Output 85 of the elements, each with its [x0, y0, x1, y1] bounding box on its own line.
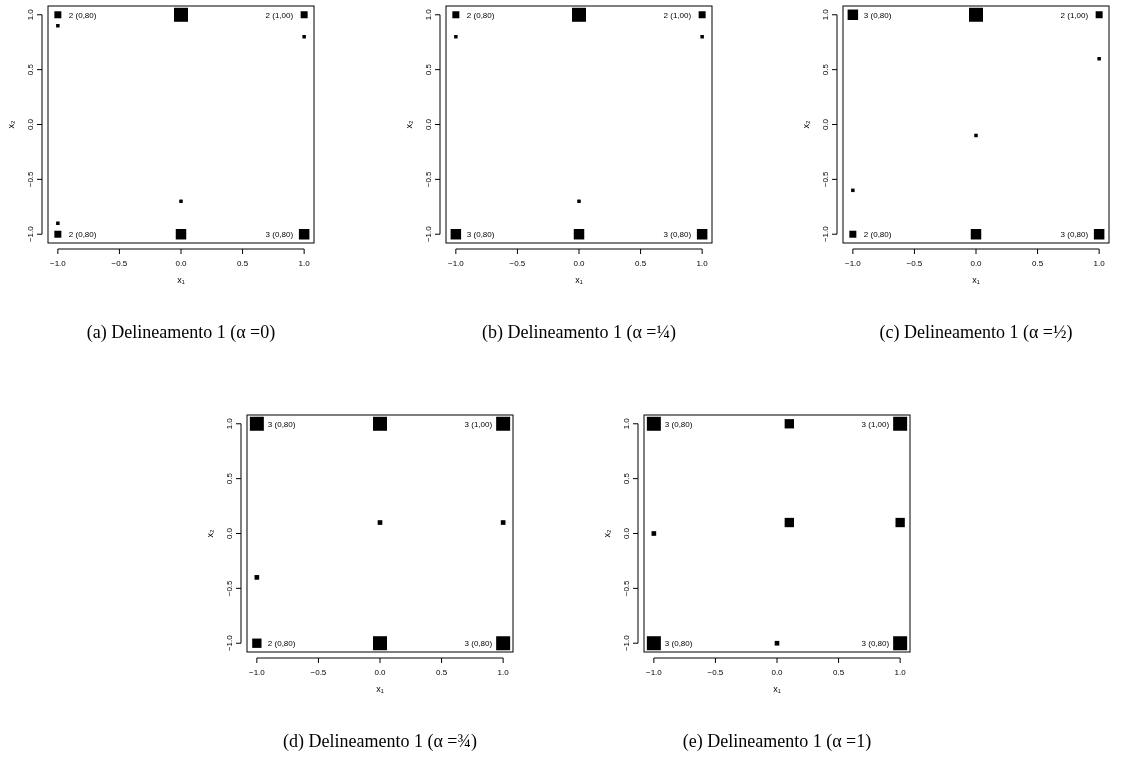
data-label: 3 (0,80) — [861, 639, 890, 649]
data-label: 3 (0,80) — [267, 419, 296, 429]
y-tick-label: 0.5 — [622, 472, 631, 485]
data-label: 2 (0,80) — [267, 639, 296, 649]
y-tick-label: −1.0 — [622, 634, 631, 652]
text: (d) Delineamento 1 (α =¾) — [282, 731, 478, 752]
x-tick-label: −0.5 — [707, 668, 724, 677]
y-tick-label: 1.0 — [622, 417, 631, 430]
y-tick-label: 1.0 — [26, 8, 35, 21]
x-axis-title: x₁ — [773, 684, 781, 694]
y-tick-label: −0.5 — [225, 579, 234, 597]
x-tick-label: 1.0 — [696, 259, 709, 268]
data-label: 2 (1,00) — [1060, 10, 1089, 20]
y-tick-label: 0.5 — [424, 63, 433, 76]
x-tick-label: −0.5 — [111, 259, 128, 268]
data-label: 3 (0,80) — [1060, 230, 1089, 240]
y-tick-label: −1.0 — [424, 225, 433, 243]
data-label: 2 (0,80) — [68, 230, 97, 240]
y-axis-title: x₂ — [602, 529, 612, 538]
x-tick-label: 0.0 — [374, 668, 387, 677]
y-tick-label: 0.0 — [26, 118, 35, 131]
data-label: 3 (0,80) — [863, 10, 892, 20]
y-tick-label: 0.0 — [424, 118, 433, 131]
y-tick-label: 1.0 — [821, 8, 830, 21]
y-tick-label: −1.0 — [225, 634, 234, 652]
text: (c) Delineamento 1 (α =½) — [879, 322, 1073, 343]
y-axis-title: x₂ — [404, 120, 414, 129]
text: (a) Delineamento 1 (α =0) — [86, 322, 276, 343]
data-label: 3 (1,00) — [464, 419, 493, 429]
x-tick-label: 0.0 — [573, 259, 586, 268]
x-axis-title: x₁ — [575, 275, 583, 285]
y-tick-label: 0.0 — [821, 118, 830, 131]
y-tick-label: −0.5 — [622, 579, 631, 597]
x-tick-label: 1.0 — [1093, 259, 1106, 268]
x-tick-label: −0.5 — [509, 259, 526, 268]
x-tick-label: −1.0 — [645, 668, 663, 677]
text: (b) Delineamento 1 (α =¼) — [481, 322, 677, 343]
x-tick-label: 0.5 — [436, 668, 448, 677]
x-tick-label: 0.0 — [970, 259, 983, 268]
x-tick-label: −1.0 — [844, 259, 862, 268]
y-tick-label: 0.0 — [225, 527, 234, 540]
x-tick-label: 0.0 — [771, 668, 784, 677]
data-label: 2 (0,80) — [466, 10, 495, 20]
text: (e) Delineamento 1 (α =1) — [682, 731, 872, 752]
y-axis-title: x₂ — [6, 120, 16, 129]
x-tick-label: 0.5 — [237, 259, 249, 268]
x-tick-label: 1.0 — [497, 668, 510, 677]
x-tick-label: −1.0 — [49, 259, 67, 268]
x-axis-title: x₁ — [972, 275, 980, 285]
x-tick-label: −1.0 — [248, 668, 266, 677]
data-label: 2 (1,00) — [265, 10, 294, 20]
y-tick-label: 0.0 — [622, 527, 631, 540]
y-tick-label: −1.0 — [26, 225, 35, 243]
x-axis-title: x₁ — [177, 275, 185, 285]
data-label: 3 (0,80) — [664, 419, 693, 429]
x-tick-label: 1.0 — [298, 259, 311, 268]
x-tick-label: 1.0 — [894, 668, 907, 677]
y-tick-label: −1.0 — [821, 225, 830, 243]
y-tick-label: −0.5 — [424, 170, 433, 188]
x-tick-label: −0.5 — [310, 668, 327, 677]
data-label: 3 (0,80) — [466, 230, 495, 240]
y-tick-label: −0.5 — [821, 170, 830, 188]
data-label: 3 (0,80) — [664, 639, 693, 649]
y-axis-title: x₂ — [205, 529, 215, 538]
y-tick-label: 0.5 — [225, 472, 234, 485]
y-tick-label: −0.5 — [26, 170, 35, 188]
x-tick-label: 0.5 — [833, 668, 845, 677]
x-tick-label: −0.5 — [906, 259, 923, 268]
y-tick-label: 0.5 — [26, 63, 35, 76]
data-label: 3 (0,80) — [464, 639, 493, 649]
data-label: 2 (0,80) — [68, 10, 97, 20]
x-tick-label: 0.0 — [175, 259, 188, 268]
x-tick-label: −1.0 — [447, 259, 465, 268]
x-axis-title: x₁ — [376, 684, 384, 694]
x-tick-label: 0.5 — [1032, 259, 1044, 268]
data-label: 3 (0,80) — [663, 230, 692, 240]
y-axis-title: x₂ — [801, 120, 811, 129]
data-label: 3 (1,00) — [861, 419, 890, 429]
data-label: 2 (0,80) — [863, 230, 892, 240]
data-label: 3 (0,80) — [265, 230, 294, 240]
y-tick-label: 0.5 — [821, 63, 830, 76]
y-tick-label: 1.0 — [225, 417, 234, 430]
x-tick-label: 0.5 — [635, 259, 647, 268]
data-label: 2 (1,00) — [663, 10, 692, 20]
y-tick-label: 1.0 — [424, 8, 433, 21]
